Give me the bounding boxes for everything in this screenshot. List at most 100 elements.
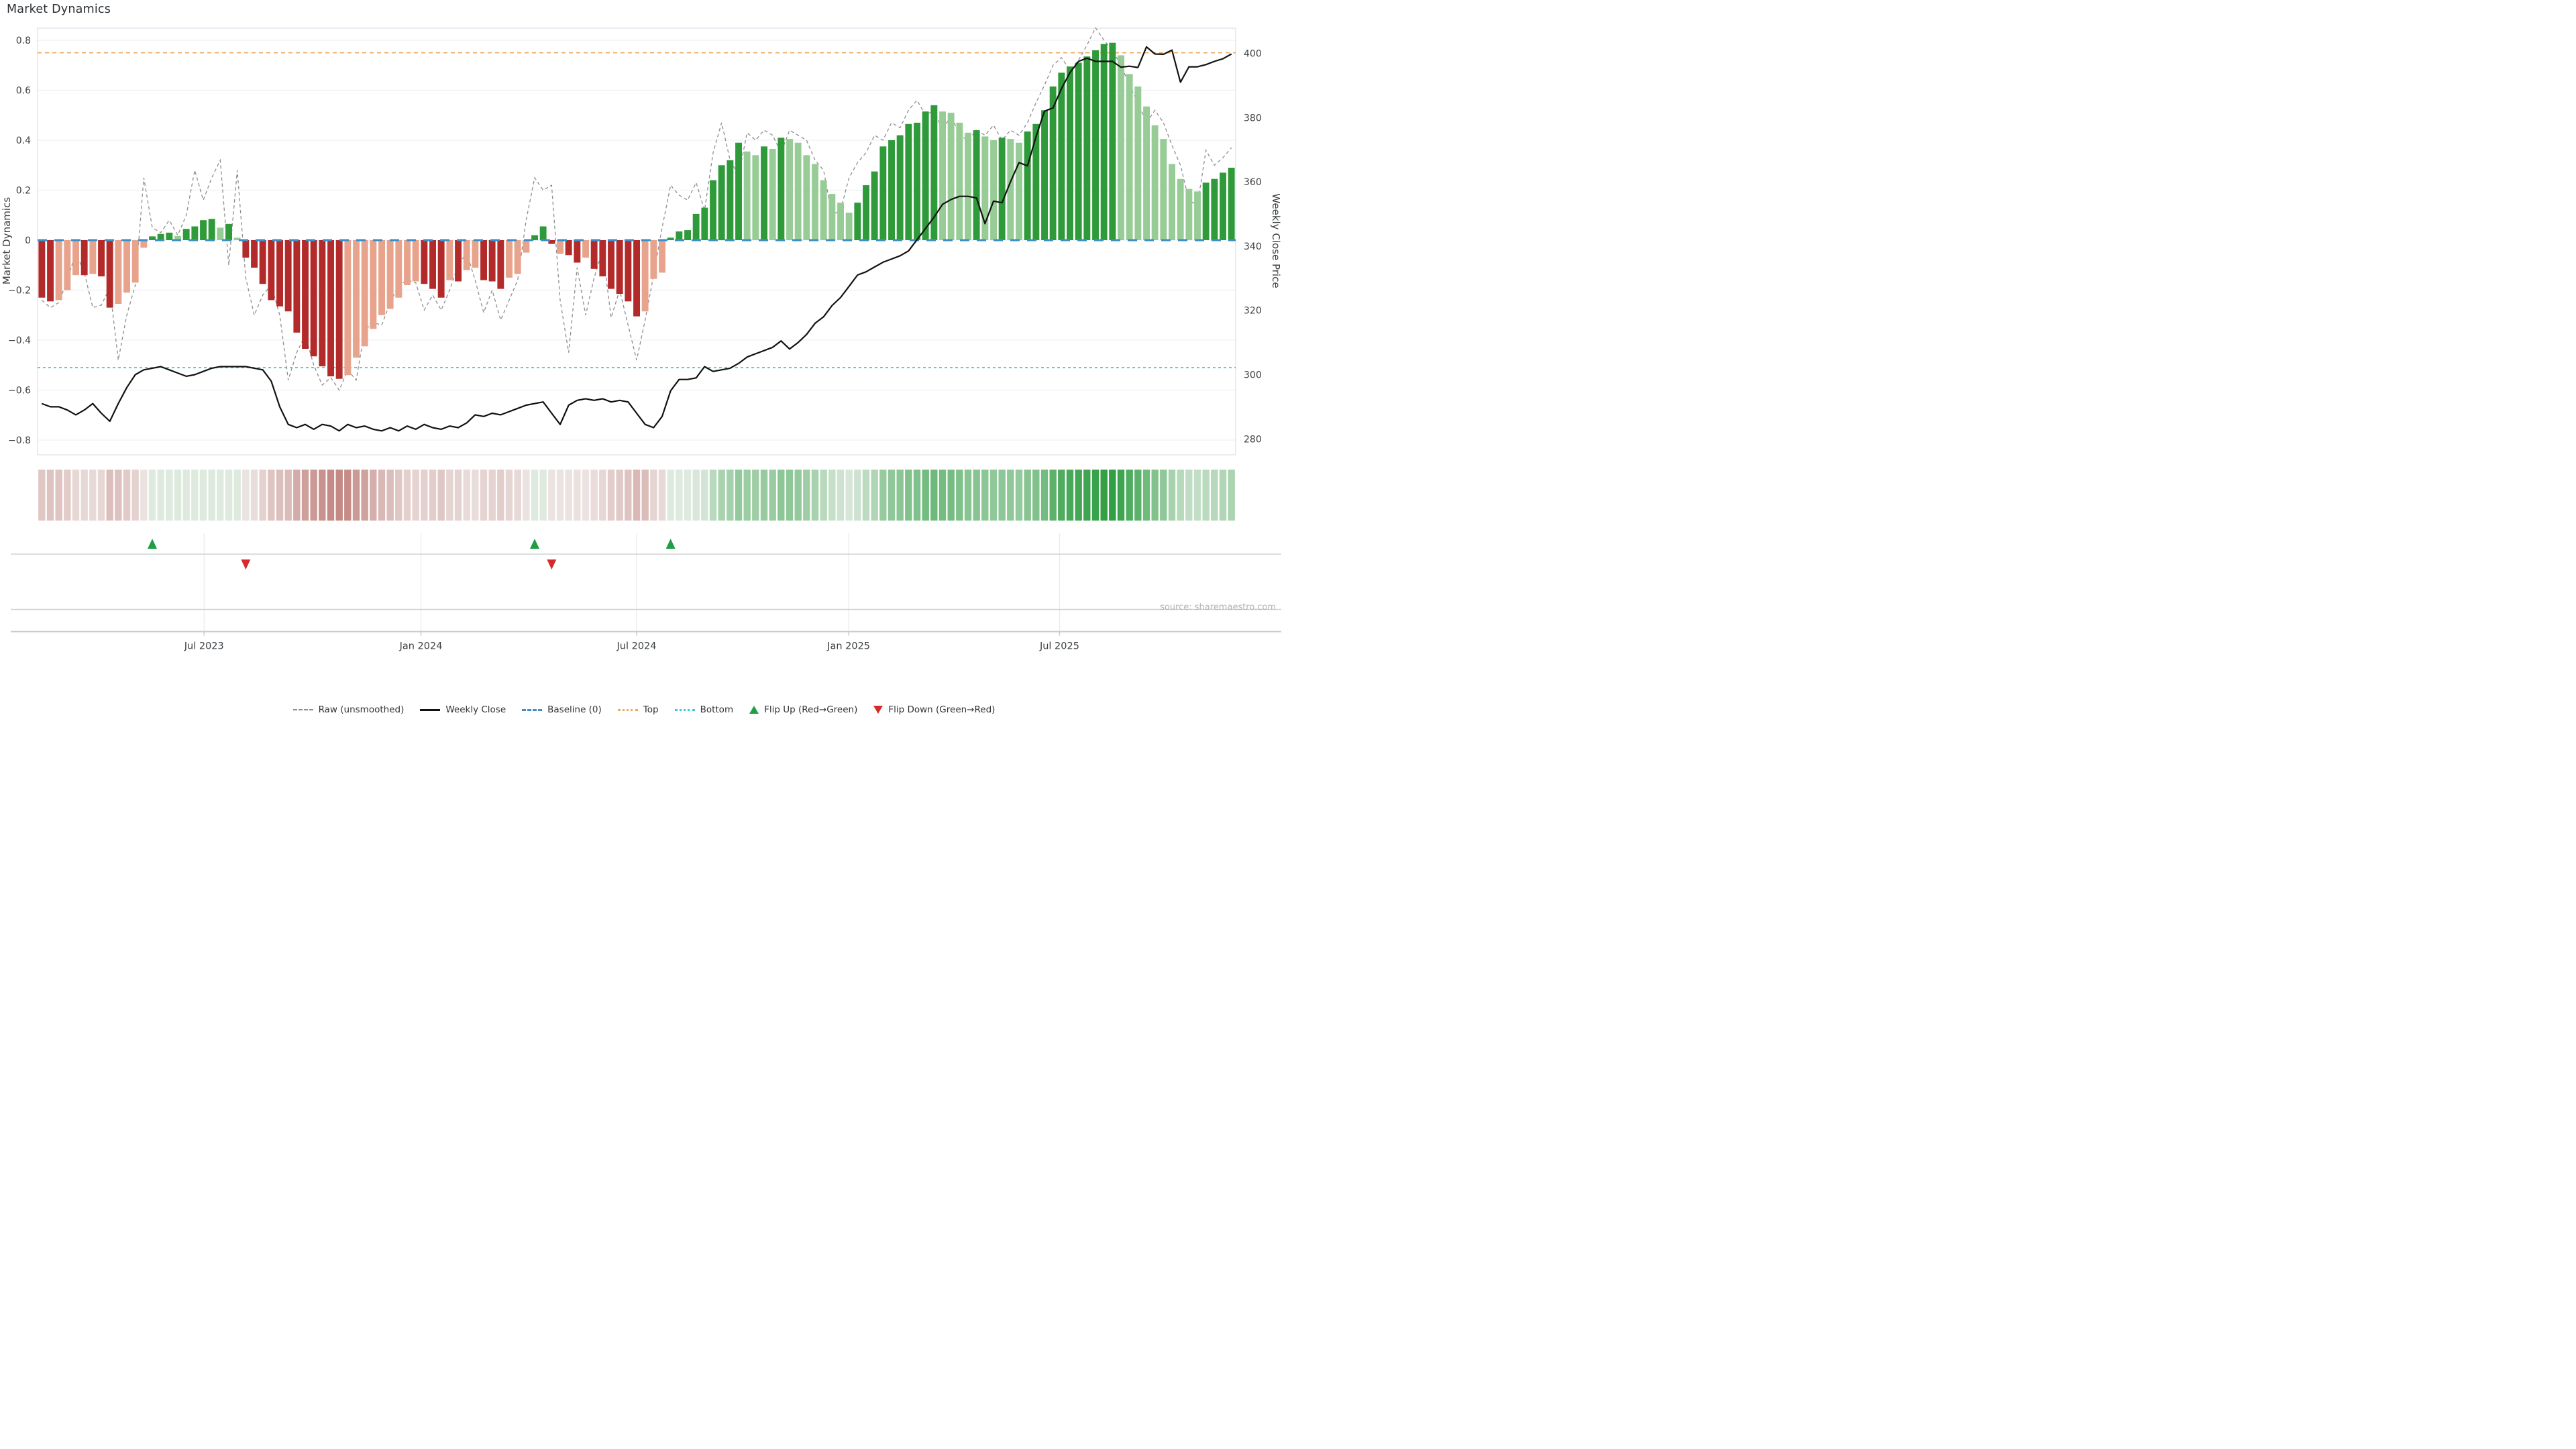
heatmap-tile	[1151, 470, 1159, 521]
source-note: source: sharemaestro.com	[1160, 602, 1276, 612]
week-bar	[302, 240, 309, 349]
market-dynamics-chart: Market Dynamics Market Dynamics Weekly C…	[0, 0, 1288, 724]
week-bar	[539, 226, 547, 240]
week-bar	[1160, 139, 1167, 240]
legend-label: Weekly Close	[445, 704, 506, 715]
heatmap-tile	[1185, 470, 1193, 521]
heatmap-tile	[344, 470, 352, 521]
triangle-up-icon	[749, 706, 759, 714]
heatmap-tile	[395, 470, 402, 521]
week-bar	[310, 240, 317, 357]
heatmap-tile	[437, 470, 445, 521]
week-bar	[1058, 72, 1065, 241]
week-bar	[786, 139, 793, 240]
week-bar	[582, 240, 589, 258]
week-bar	[378, 240, 385, 315]
week-bar	[446, 240, 453, 280]
week-bar	[914, 122, 920, 240]
dashed-line-icon	[522, 708, 543, 711]
raw-series-line	[41, 27, 1232, 391]
heatmap-tile	[454, 470, 462, 521]
heatmap-tile	[989, 470, 998, 521]
week-bar	[157, 233, 164, 240]
heatmap-tile	[1117, 470, 1125, 521]
heatmap-tile	[956, 470, 963, 521]
week-bar	[735, 142, 742, 240]
heatmap-tile	[727, 470, 734, 521]
heatmap-tile	[548, 470, 555, 521]
x-tick-label: Jan 2025	[826, 641, 870, 652]
legend-label: Top	[643, 704, 659, 715]
week-bar	[38, 240, 46, 298]
week-bar	[233, 237, 241, 240]
heatmap-tile	[641, 470, 649, 521]
right-tick-label: 360	[1244, 177, 1262, 188]
week-bar	[863, 185, 869, 241]
week-bar	[80, 240, 88, 276]
heatmap-tile	[1202, 470, 1210, 521]
heatmap-tile	[106, 470, 113, 521]
raw-line-icon	[292, 709, 313, 710]
week-bar	[115, 240, 122, 304]
week-bar	[149, 236, 156, 240]
week-bar	[590, 240, 598, 269]
week-bar	[820, 180, 827, 240]
heatmap-tile	[80, 470, 88, 521]
week-bar	[1049, 86, 1057, 240]
heatmap-tile	[472, 470, 479, 521]
week-bar	[284, 240, 292, 312]
week-bar	[667, 237, 674, 240]
x-tick-label: Jul 2024	[616, 641, 656, 652]
week-bar	[659, 240, 665, 273]
right-tick-label: 320	[1244, 306, 1262, 317]
heatmap-tile	[1083, 470, 1091, 521]
heatmap-tile	[182, 470, 190, 521]
heatmap-tile	[1058, 470, 1065, 521]
x-tick-label: Jul 2025	[1039, 641, 1079, 652]
heatmap-tile	[446, 470, 453, 521]
week-bar	[727, 160, 734, 240]
heatmap-tile	[828, 470, 836, 521]
heatmap-tile	[539, 470, 547, 521]
week-bar	[1134, 86, 1142, 240]
week-bar	[845, 213, 853, 240]
week-bar	[684, 230, 691, 240]
heatmap-tile	[743, 470, 751, 521]
heatmap-tile	[582, 470, 590, 521]
week-bar	[472, 240, 479, 268]
heatmap-tile	[131, 470, 139, 521]
heatmap-tile	[1049, 470, 1057, 521]
week-bar	[1007, 139, 1014, 240]
heatmap-tile	[1193, 470, 1201, 521]
week-bar	[1151, 125, 1159, 240]
heatmap-tile	[1142, 470, 1150, 521]
week-bar	[140, 240, 148, 248]
week-bar	[812, 164, 818, 240]
heatmap-tile	[676, 470, 683, 521]
page-title: Market Dynamics	[7, 3, 111, 16]
legend: Raw (unsmoothed) Weekly Close Baseline (…	[0, 704, 1288, 715]
heatmap-tile	[625, 470, 632, 521]
week-bar	[1126, 74, 1133, 240]
heatmap-tile	[913, 470, 921, 521]
week-bar	[837, 203, 844, 240]
week-bar	[557, 240, 564, 254]
week-bar	[794, 142, 802, 240]
week-bar	[200, 220, 207, 240]
x-tick-label: Jul 2023	[184, 641, 224, 652]
week-bar	[1220, 172, 1226, 240]
week-bar	[488, 240, 496, 282]
week-bar	[106, 240, 113, 308]
flip-marker-section	[11, 533, 1281, 633]
left-tick-label: −0.2	[8, 286, 31, 297]
heatmap-tile	[259, 470, 266, 521]
heatmap-tile	[735, 470, 743, 521]
heatmap-tile	[488, 470, 496, 521]
week-bar	[353, 240, 360, 358]
week-bar	[47, 240, 54, 302]
heatmap-tile	[769, 470, 776, 521]
week-bar	[965, 132, 971, 240]
week-bar	[361, 240, 368, 347]
heatmap-tile	[1228, 470, 1235, 521]
dotted-line-icon	[674, 708, 695, 711]
